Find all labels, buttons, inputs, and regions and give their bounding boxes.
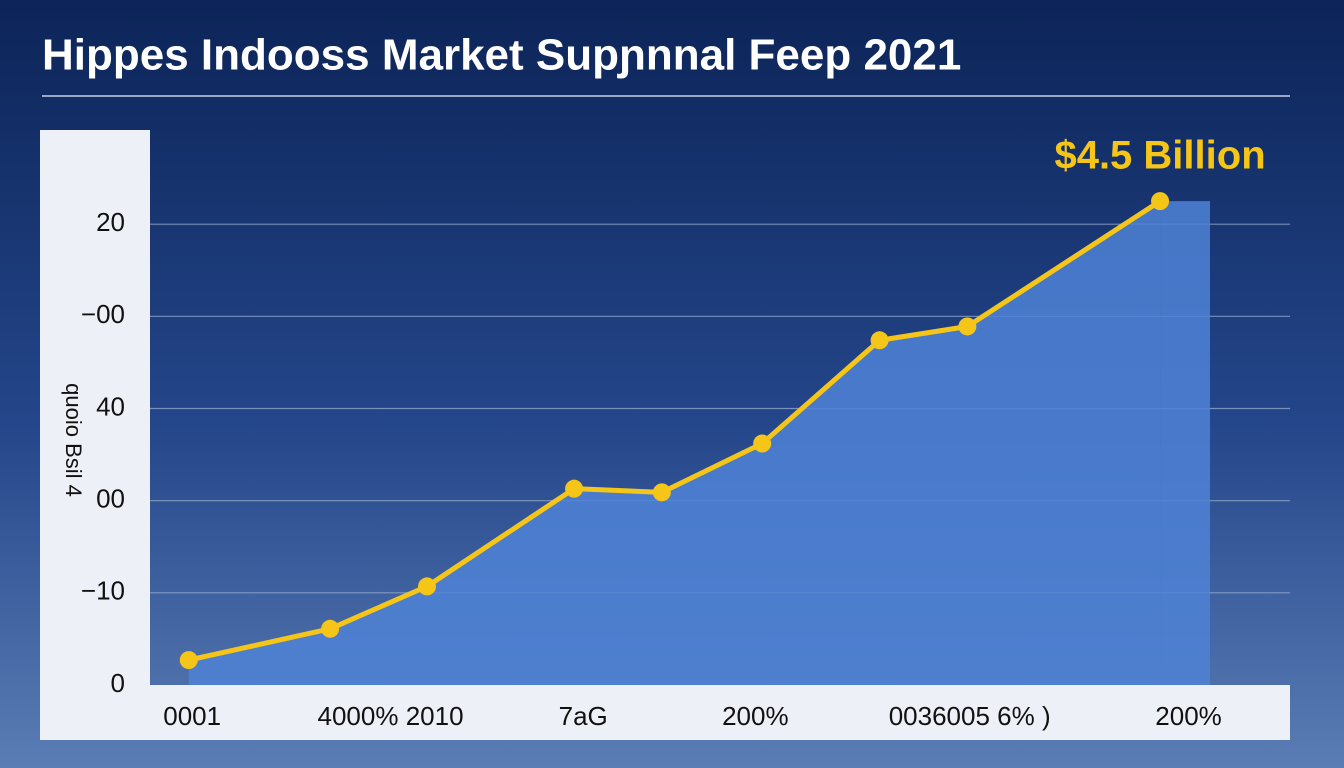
point xyxy=(1151,192,1170,211)
x-tick-label: 7aG xyxy=(559,701,608,731)
x-tick-label: 200% xyxy=(1155,701,1222,731)
y-tick-label: 00 xyxy=(96,484,125,514)
x-tick-label: 4000% 2010 xyxy=(318,701,464,731)
x-tick-label: 200% xyxy=(722,701,789,731)
point xyxy=(652,483,671,502)
x-axis-panel xyxy=(150,685,1290,740)
point xyxy=(753,434,772,453)
point xyxy=(418,577,437,596)
y-tick-label: 0 xyxy=(111,668,125,698)
y-tick-label: −00 xyxy=(81,299,125,329)
point xyxy=(321,619,340,638)
area-extension xyxy=(1160,201,1210,685)
y-tick-label: 20 xyxy=(96,207,125,237)
y-tick-label: −10 xyxy=(81,576,125,606)
point xyxy=(958,317,977,336)
annotation: $4.5 Billion xyxy=(1054,134,1265,178)
y-tick-label: 40 xyxy=(96,391,125,421)
area xyxy=(188,201,1161,685)
point xyxy=(870,331,889,350)
chart-title: Hippes Indooss Market Supɲnnal Feep 2021 xyxy=(42,31,961,80)
y-axis-label: quoio Bsil 4 xyxy=(61,383,86,497)
x-tick-label: 0001 xyxy=(163,701,221,731)
point xyxy=(565,479,584,498)
x-tick-label: 0036005 6% ) xyxy=(889,701,1051,731)
point xyxy=(179,651,198,670)
y-axis-panel xyxy=(40,130,150,740)
